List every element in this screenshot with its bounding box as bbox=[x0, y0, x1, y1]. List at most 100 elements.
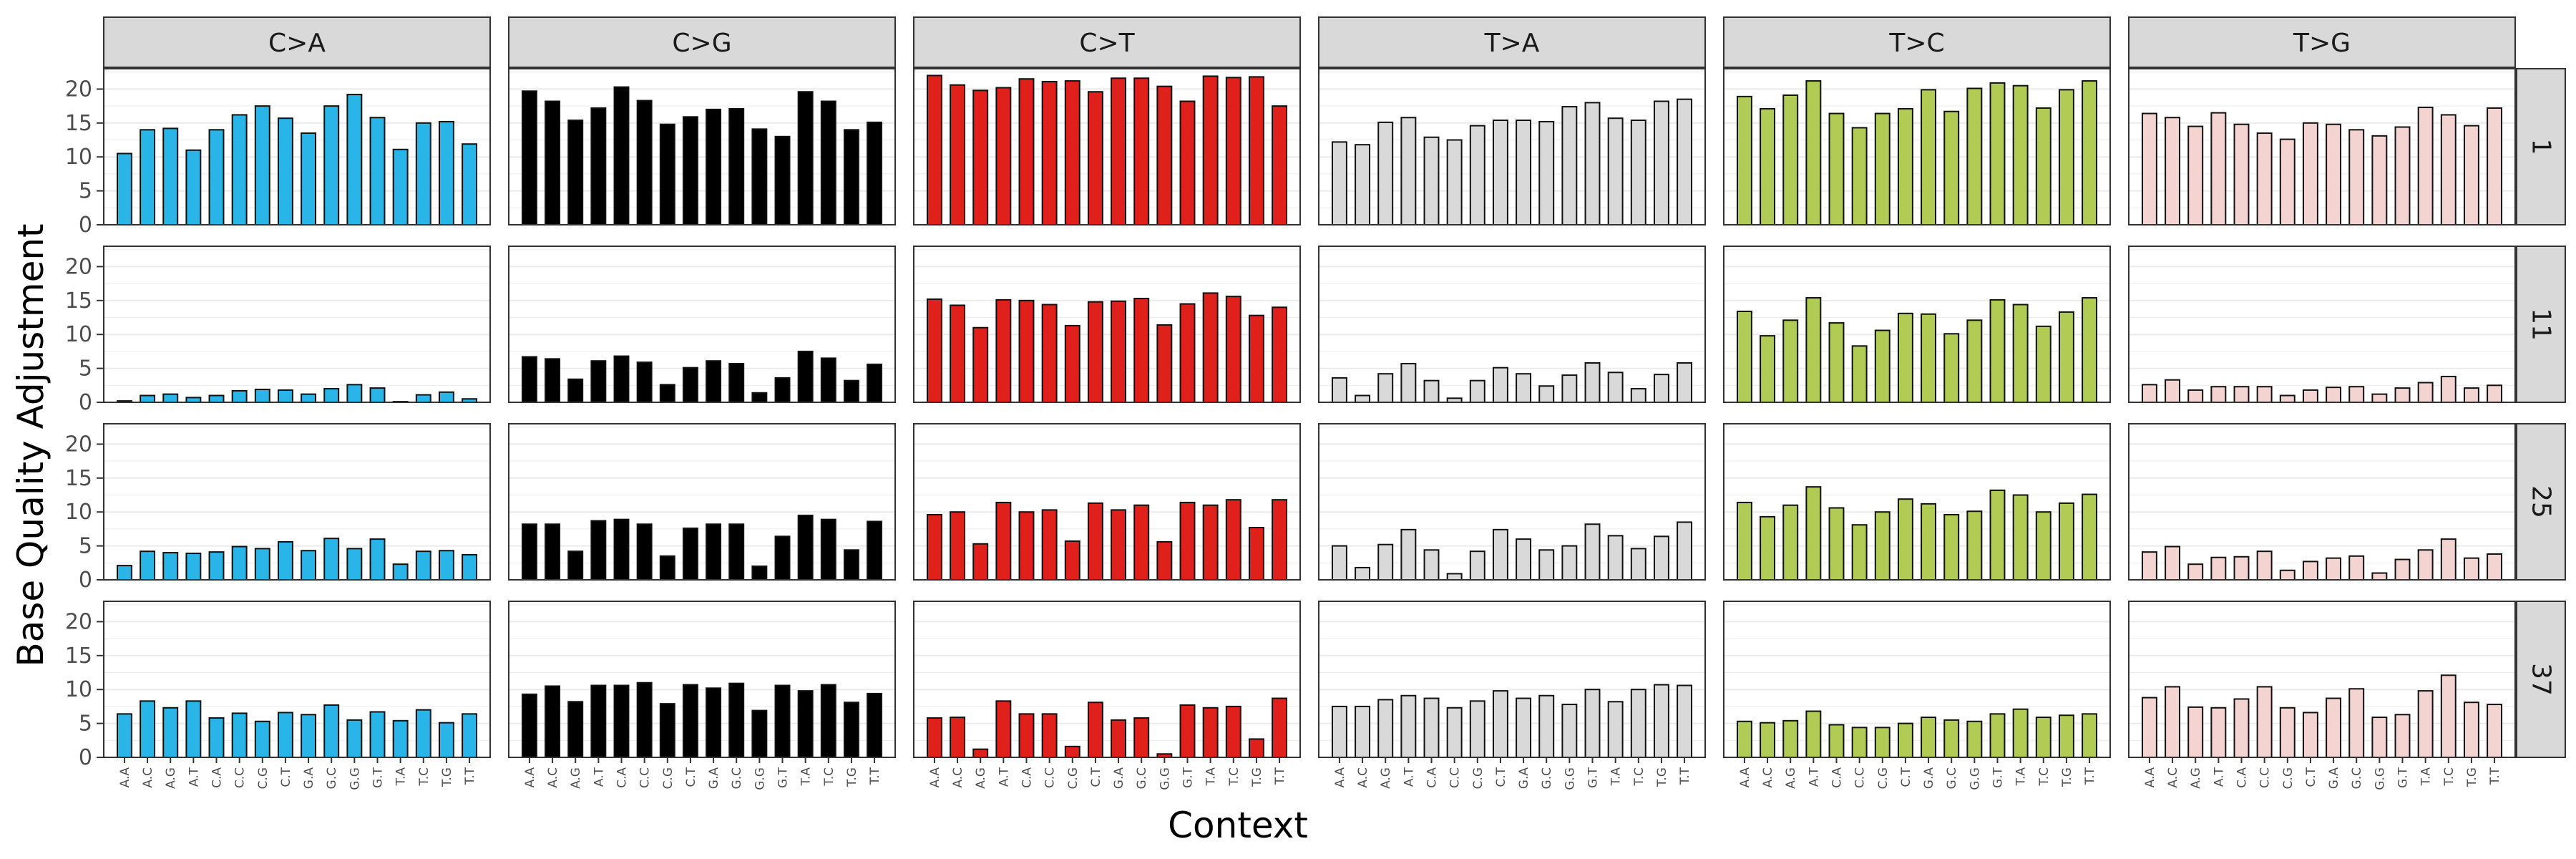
bar bbox=[774, 535, 791, 581]
x-tick-label: A.T bbox=[592, 767, 606, 787]
bar bbox=[438, 550, 454, 581]
x-tick-label: C.A bbox=[615, 767, 630, 788]
bar bbox=[2371, 717, 2388, 758]
bar bbox=[369, 387, 386, 403]
bar bbox=[1782, 319, 1799, 404]
bar bbox=[1805, 80, 1822, 225]
bar bbox=[1377, 373, 1394, 403]
x-tick-label: T.C bbox=[1227, 767, 1241, 787]
y-tick-label: 0 bbox=[79, 568, 92, 593]
bar bbox=[2326, 387, 2342, 404]
bar bbox=[1111, 77, 1127, 225]
bar bbox=[751, 709, 768, 758]
bar bbox=[1133, 297, 1150, 403]
bar bbox=[1272, 499, 1288, 581]
bar bbox=[2141, 551, 2157, 581]
facet-panel bbox=[508, 423, 896, 581]
bar bbox=[728, 682, 745, 758]
bar bbox=[2012, 708, 2029, 758]
bar bbox=[613, 518, 630, 581]
y-tick-label: 20 bbox=[65, 77, 92, 102]
x-tick-label: G.T bbox=[371, 767, 386, 788]
x-tick-label: G.C bbox=[325, 767, 339, 789]
bar bbox=[462, 553, 478, 581]
x-tick-label: A.T bbox=[187, 767, 201, 787]
bar bbox=[1782, 94, 1799, 225]
bar bbox=[1469, 379, 1485, 403]
bar bbox=[751, 128, 768, 225]
bar bbox=[2463, 387, 2479, 403]
bar bbox=[1921, 313, 1937, 404]
bar bbox=[2487, 553, 2503, 581]
bar bbox=[1156, 85, 1173, 225]
bar bbox=[1677, 521, 1693, 581]
bar bbox=[1377, 699, 1394, 758]
bar bbox=[774, 135, 791, 225]
panel-background bbox=[509, 69, 895, 225]
facet-panel bbox=[1723, 601, 2111, 759]
bar bbox=[1897, 312, 1913, 403]
bar bbox=[1446, 139, 1463, 226]
bar bbox=[1828, 507, 1845, 581]
bar bbox=[1653, 535, 1669, 581]
bar bbox=[545, 523, 561, 581]
x-tick-label: A.C bbox=[1356, 767, 1370, 788]
y-tick-label: 5 bbox=[79, 356, 92, 382]
facet-strip-col-label: T>G bbox=[2293, 29, 2351, 58]
bar bbox=[1943, 514, 1960, 581]
bar bbox=[1805, 710, 1822, 759]
bar bbox=[1111, 509, 1127, 581]
bar bbox=[277, 117, 293, 225]
bar bbox=[1156, 324, 1173, 403]
bar bbox=[1041, 304, 1058, 403]
panel-border bbox=[2128, 601, 2516, 758]
panel-border bbox=[508, 246, 896, 403]
bar bbox=[926, 298, 942, 403]
bar bbox=[162, 552, 179, 581]
bar bbox=[1156, 540, 1173, 581]
bar bbox=[1584, 523, 1601, 581]
bar bbox=[2417, 549, 2434, 581]
bar bbox=[820, 518, 836, 581]
bar bbox=[1111, 719, 1127, 759]
y-tick-label: 0 bbox=[79, 745, 92, 770]
facet-strip-col-label: C>T bbox=[1079, 29, 1135, 58]
bar bbox=[1225, 77, 1241, 225]
bar bbox=[1041, 509, 1058, 581]
x-tick-label: G.G bbox=[2373, 767, 2387, 790]
bar bbox=[1538, 120, 1555, 225]
bar bbox=[1225, 499, 1241, 581]
x-tick-label: G.T bbox=[776, 767, 791, 788]
panel-border bbox=[103, 423, 491, 581]
bar bbox=[972, 326, 989, 404]
bar bbox=[2058, 89, 2074, 225]
bar bbox=[1446, 573, 1463, 581]
bar bbox=[1064, 745, 1080, 759]
bar bbox=[797, 350, 814, 404]
bar bbox=[1087, 91, 1103, 225]
bar bbox=[1736, 720, 1752, 758]
bar bbox=[1851, 127, 1868, 225]
bar bbox=[2012, 84, 2029, 226]
bar bbox=[1423, 379, 1440, 403]
x-tick-label: C.C bbox=[233, 767, 248, 788]
bar bbox=[1607, 372, 1624, 404]
facet-strip-col bbox=[1318, 16, 1706, 68]
bar bbox=[521, 523, 537, 581]
bar bbox=[1225, 705, 1241, 758]
panel-border bbox=[2128, 68, 2516, 225]
bar bbox=[185, 149, 202, 226]
bar bbox=[2463, 702, 2479, 758]
bar bbox=[1653, 684, 1669, 758]
x-tick-label: G.T bbox=[1181, 767, 1196, 788]
facet-panel bbox=[103, 423, 491, 581]
bar bbox=[2394, 558, 2411, 581]
bar bbox=[2417, 382, 2434, 404]
y-tick-label: 0 bbox=[79, 213, 92, 238]
bar bbox=[1828, 724, 1845, 758]
bar bbox=[706, 687, 722, 758]
bar bbox=[2012, 304, 2029, 403]
bar bbox=[2035, 107, 2051, 225]
y-tick-label: 5 bbox=[79, 179, 92, 204]
bar bbox=[1897, 498, 1913, 581]
